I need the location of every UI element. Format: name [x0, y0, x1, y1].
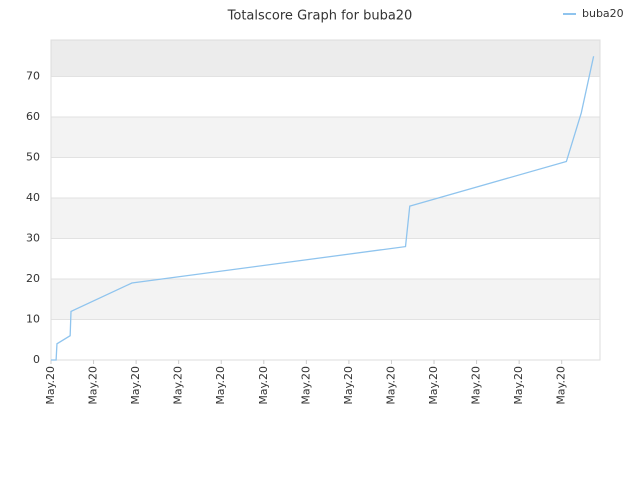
legend-label: buba20 — [582, 7, 624, 20]
x-tick-label: May.20 — [470, 366, 483, 405]
x-tick-label: May.20 — [87, 366, 100, 405]
series-line — [51, 56, 595, 361]
x-tick-label: May.20 — [257, 366, 270, 405]
plot-border — [50, 39, 601, 361]
y-tick-label: 60 — [26, 110, 40, 123]
x-tick-label: May.20 — [214, 366, 227, 405]
y-tick-label: 70 — [26, 69, 40, 82]
y-tick-label: 30 — [26, 231, 40, 244]
grid-band — [51, 116, 600, 158]
x-tick-label: May.20 — [44, 366, 57, 405]
x-tick-label: May.20 — [299, 366, 312, 405]
grid-band — [51, 278, 600, 320]
y-tick-label: 40 — [26, 191, 40, 204]
y-tick-label: 50 — [26, 150, 40, 163]
x-tick-label: May.20 — [384, 366, 397, 405]
grid-band — [51, 197, 600, 239]
y-tick-label: 10 — [26, 312, 40, 325]
y-tick-label: 0 — [33, 353, 40, 366]
x-tick-label: May.20 — [427, 366, 440, 405]
x-tick-label: May.20 — [172, 366, 185, 405]
y-tick-label: 20 — [26, 272, 40, 285]
x-tick-label: May.20 — [129, 366, 142, 405]
x-tick-label: May.20 — [342, 366, 355, 405]
x-tick-label: May.20 — [555, 366, 568, 405]
x-tick-label: May.20 — [512, 366, 525, 405]
chart-title: Totalscore Graph for buba20 — [227, 9, 413, 24]
grid-band — [51, 40, 600, 77]
